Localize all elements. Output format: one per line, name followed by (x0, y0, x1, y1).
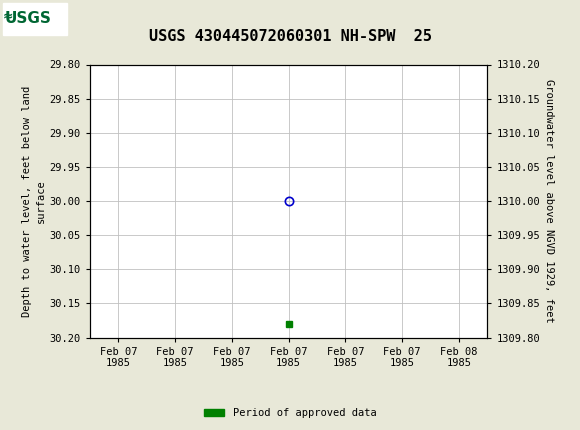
Y-axis label: Depth to water level, feet below land
surface: Depth to water level, feet below land su… (22, 86, 45, 316)
Text: ≈: ≈ (3, 10, 13, 24)
Text: USGS: USGS (5, 12, 52, 26)
Legend: Period of approved data: Period of approved data (200, 404, 380, 423)
Y-axis label: Groundwater level above NGVD 1929, feet: Groundwater level above NGVD 1929, feet (544, 79, 554, 323)
Text: USGS 430445072060301 NH-SPW  25: USGS 430445072060301 NH-SPW 25 (148, 29, 432, 44)
FancyBboxPatch shape (3, 3, 67, 35)
